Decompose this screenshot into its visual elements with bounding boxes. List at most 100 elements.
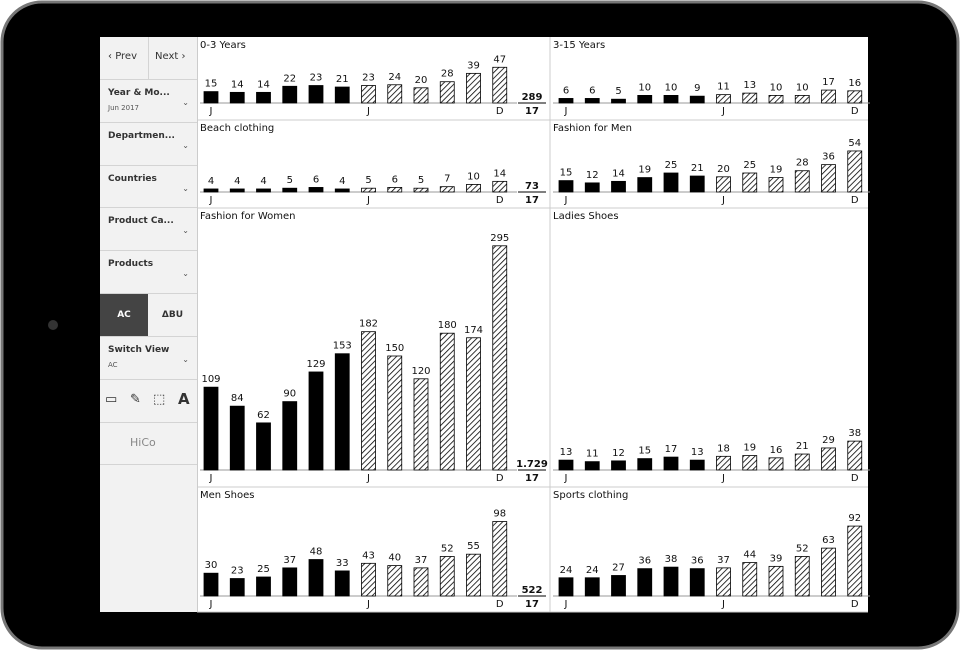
x-tick-label: D bbox=[851, 599, 859, 610]
value-label: 90 bbox=[283, 389, 296, 400]
next-button[interactable]: Next › bbox=[155, 51, 186, 62]
bar bbox=[439, 556, 455, 597]
value-label: 30 bbox=[205, 560, 218, 571]
x-tick-label: J bbox=[366, 599, 370, 610]
panel-title: Men Shoes bbox=[200, 490, 254, 501]
x-tick-label: J bbox=[209, 473, 213, 484]
value-label: 37 bbox=[415, 555, 428, 566]
value-label: 19 bbox=[743, 443, 756, 454]
filter[interactable]: Year & Mo... Jun 2017 ⌄ bbox=[100, 80, 197, 123]
value-label: 174 bbox=[464, 325, 483, 336]
switch-view-value: AC bbox=[108, 361, 118, 369]
bar bbox=[584, 182, 600, 193]
value-label: 43 bbox=[362, 550, 375, 561]
camera bbox=[48, 320, 58, 330]
value-label: 182 bbox=[359, 319, 378, 330]
x-tick-label: J bbox=[721, 195, 725, 206]
filter[interactable]: Departmen... ⌄ bbox=[100, 123, 197, 166]
bar bbox=[768, 177, 784, 193]
value-label: 109 bbox=[201, 374, 220, 385]
bar bbox=[716, 455, 731, 471]
value-label: 9 bbox=[694, 83, 700, 94]
value-label: 17 bbox=[665, 444, 678, 455]
nav: ‹ Prev Next › bbox=[100, 37, 197, 80]
toggle-ac[interactable]: AC bbox=[100, 294, 148, 336]
value-label: 25 bbox=[257, 564, 270, 575]
bar bbox=[492, 66, 508, 104]
bar bbox=[794, 95, 810, 104]
value-label: 37 bbox=[283, 555, 296, 566]
bar bbox=[821, 447, 836, 471]
value-label: 150 bbox=[385, 343, 404, 354]
value-label: 10 bbox=[665, 82, 678, 93]
x-tick-label: J bbox=[366, 473, 370, 484]
value-label: 52 bbox=[441, 543, 454, 554]
screen-area bbox=[100, 37, 868, 612]
value-label: 4 bbox=[339, 176, 345, 187]
bar bbox=[611, 98, 626, 104]
bar bbox=[256, 188, 271, 193]
toggle-bu[interactable]: ΔBU bbox=[161, 310, 184, 320]
value-label: 62 bbox=[257, 410, 270, 421]
bar bbox=[558, 577, 574, 597]
value-label: 98 bbox=[493, 509, 506, 520]
value-label: 23 bbox=[231, 566, 244, 577]
bar bbox=[387, 565, 403, 597]
value-label: 15 bbox=[560, 168, 573, 179]
x-tick-label: J bbox=[209, 599, 213, 610]
bar bbox=[742, 172, 758, 193]
total-year: 17 bbox=[525, 473, 539, 484]
bar bbox=[439, 332, 455, 471]
select-icon[interactable]: ⬚ bbox=[153, 392, 166, 407]
bar bbox=[742, 92, 758, 104]
value-label: 5 bbox=[365, 175, 371, 186]
panel-title: 3-15 Years bbox=[553, 40, 605, 51]
edit-icon[interactable]: ✎ bbox=[130, 392, 141, 407]
filter-label: Countries bbox=[108, 174, 157, 184]
value-label: 37 bbox=[717, 555, 730, 566]
bar bbox=[413, 567, 429, 597]
value-label: 12 bbox=[586, 170, 599, 181]
present-icon[interactable]: ▭ bbox=[105, 392, 118, 407]
value-label: 28 bbox=[441, 69, 454, 80]
bar bbox=[334, 353, 350, 471]
value-label: 24 bbox=[586, 565, 599, 576]
value-label: 36 bbox=[691, 556, 704, 567]
filter-label: Departmen... bbox=[108, 131, 175, 141]
value-label: 36 bbox=[638, 556, 651, 567]
value-label: 6 bbox=[313, 174, 319, 185]
value-label: 16 bbox=[848, 78, 861, 89]
x-tick-label: D bbox=[851, 106, 859, 117]
x-tick-label: J bbox=[366, 106, 370, 117]
value-label: 25 bbox=[743, 160, 756, 171]
bar bbox=[847, 440, 863, 471]
bar bbox=[663, 172, 679, 193]
filter[interactable]: Countries ⌄ bbox=[100, 166, 197, 208]
x-tick-label: J bbox=[721, 473, 725, 484]
bar bbox=[558, 180, 574, 193]
value-label: 14 bbox=[493, 168, 506, 179]
value-label: 10 bbox=[467, 171, 480, 182]
bar bbox=[439, 186, 455, 193]
filter[interactable]: Product Ca... ⌄ bbox=[100, 208, 197, 251]
bar bbox=[768, 95, 784, 104]
prev-button[interactable]: ‹ Prev bbox=[100, 37, 149, 80]
value-label: 21 bbox=[336, 74, 349, 85]
value-label: 47 bbox=[493, 54, 506, 65]
switch-view[interactable]: Switch View AC ⌄ bbox=[100, 337, 197, 380]
bar bbox=[663, 566, 679, 597]
bar bbox=[361, 331, 376, 471]
filter[interactable]: Products ⌄ bbox=[100, 251, 197, 294]
toggle: AC ΔBU bbox=[100, 294, 197, 337]
bar bbox=[847, 525, 863, 597]
font-icon[interactable]: A bbox=[178, 390, 190, 408]
total-year: 17 bbox=[525, 599, 539, 610]
bar bbox=[584, 461, 600, 471]
total: 289 bbox=[522, 92, 543, 103]
bar bbox=[413, 187, 429, 193]
total-year: 17 bbox=[525, 195, 539, 206]
bar bbox=[466, 553, 481, 597]
bar bbox=[611, 575, 626, 597]
value-label: 17 bbox=[822, 77, 835, 88]
